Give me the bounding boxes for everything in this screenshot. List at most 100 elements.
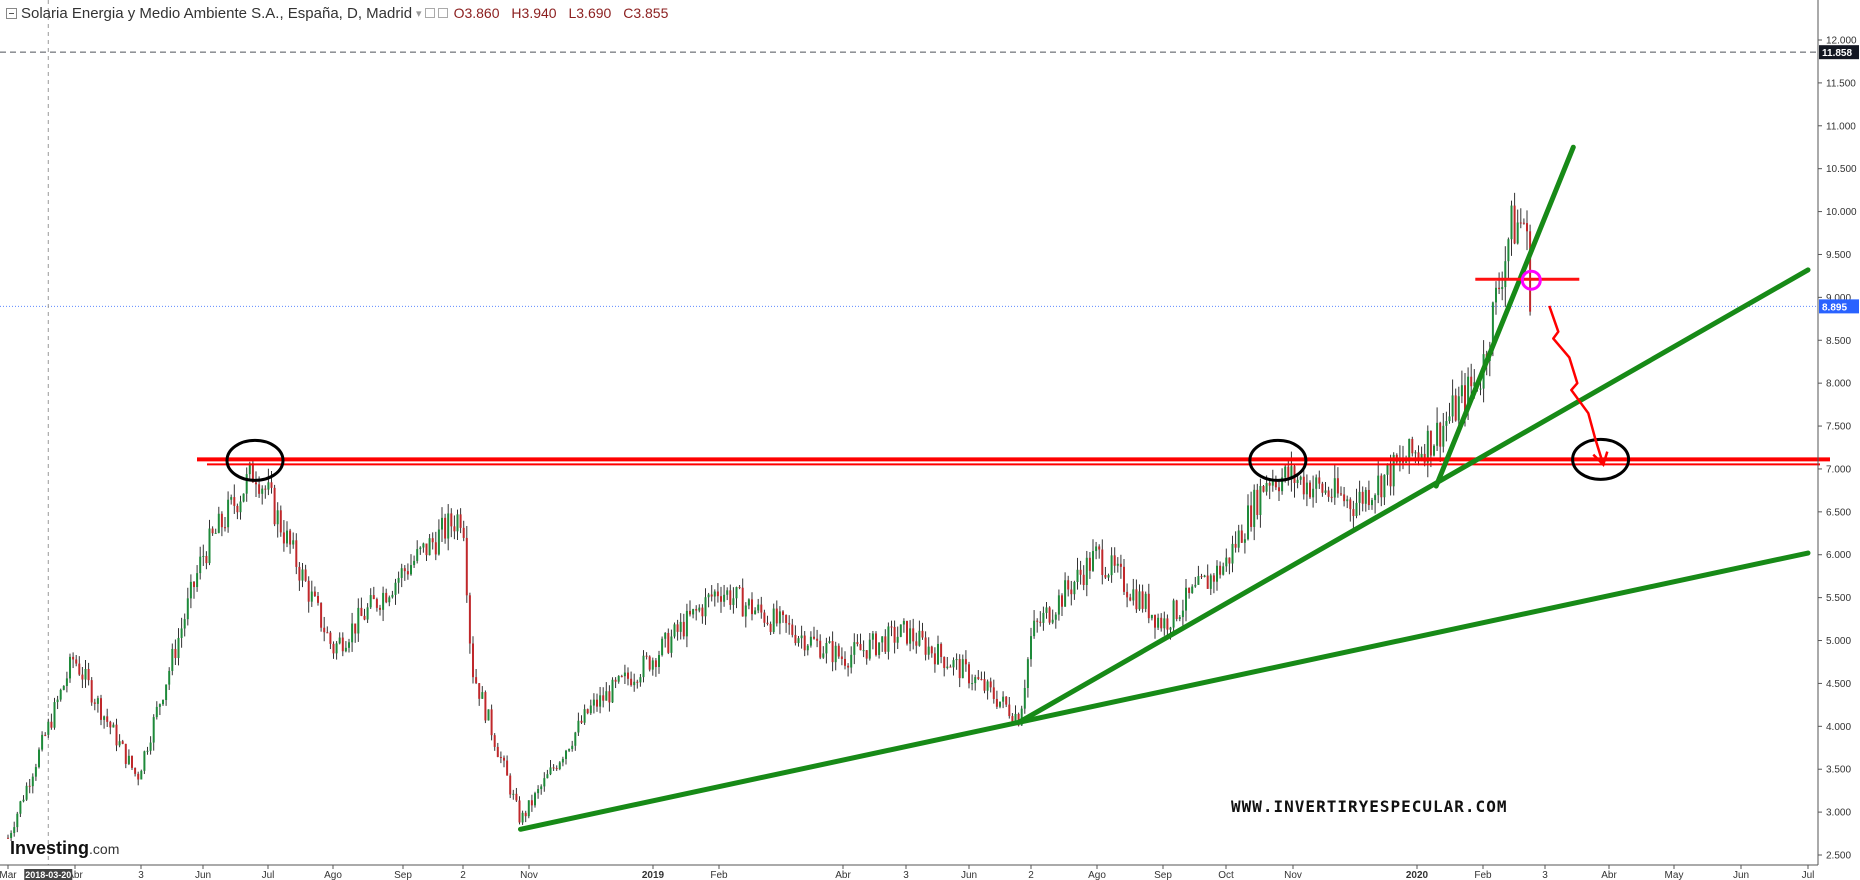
- candle-body: [425, 543, 428, 556]
- time-tick-label: Abr: [67, 870, 83, 880]
- candle-body: [193, 581, 195, 588]
- candle-body: [518, 800, 521, 823]
- candle-body: [152, 717, 155, 743]
- candle-body: [1231, 543, 1234, 564]
- candle-body: [735, 587, 738, 599]
- candle-body: [292, 540, 295, 545]
- settings-icon[interactable]: [437, 8, 448, 18]
- candle-body: [310, 591, 313, 602]
- candle-body: [214, 532, 217, 534]
- candle-body: [1250, 505, 1253, 527]
- candle-body: [1271, 480, 1274, 486]
- candle-body: [44, 734, 47, 736]
- candle-body: [1349, 499, 1352, 510]
- candle-body: [605, 691, 608, 701]
- candle-body: [10, 833, 13, 838]
- candle-body: [1268, 482, 1271, 486]
- candle-body: [459, 514, 462, 528]
- candle-body: [171, 648, 174, 671]
- candle-body: [1067, 580, 1070, 590]
- candle-body: [261, 488, 264, 494]
- candle-body: [242, 493, 245, 502]
- candle-body: [1132, 589, 1135, 601]
- candle-body: [1178, 617, 1181, 619]
- candle-body: [763, 612, 766, 623]
- candle-body: [341, 637, 344, 652]
- candle-body: [732, 598, 735, 605]
- candle-body: [1073, 582, 1076, 595]
- symbol-title: Solaria Energia y Medio Ambiente S.A., E…: [21, 4, 413, 22]
- price-tick-label: 12.000: [1826, 36, 1857, 47]
- candle-body: [1380, 475, 1383, 498]
- candle-body: [543, 778, 546, 787]
- candle-body: [100, 698, 102, 720]
- candle-body: [627, 672, 629, 679]
- candle-body: [769, 623, 772, 632]
- candle-body: [1324, 490, 1327, 493]
- candle-body: [667, 632, 670, 653]
- candle-body: [645, 655, 648, 657]
- price-tick-label: 2.500: [1826, 851, 1851, 862]
- candle-body: [1188, 587, 1191, 593]
- candle-body: [1281, 477, 1284, 492]
- candle-body: [437, 529, 440, 555]
- candle-body: [230, 497, 233, 500]
- candle-body: [1513, 205, 1516, 244]
- candle-body: [695, 609, 698, 611]
- candle-body: [701, 607, 704, 617]
- candle-body: [698, 607, 701, 611]
- candle-body: [1491, 302, 1494, 351]
- candle-body: [875, 633, 877, 655]
- candle-body: [980, 679, 983, 681]
- candle-body: [509, 775, 512, 795]
- candle-body: [989, 681, 992, 688]
- candle-body: [850, 654, 853, 668]
- candle-body: [177, 637, 180, 659]
- candle-body: [1343, 494, 1346, 502]
- candle-body: [1169, 627, 1172, 630]
- chevron-down-icon[interactable]: ▾: [416, 7, 422, 20]
- candle-body: [1104, 575, 1107, 578]
- candle-body: [1371, 500, 1373, 506]
- time-tick-label: May: [1665, 870, 1684, 880]
- candle-body: [1203, 575, 1206, 577]
- breakdown-circle: [1520, 269, 1542, 291]
- candle-body: [1008, 704, 1011, 717]
- candle-body: [357, 607, 360, 634]
- candle-body: [583, 709, 586, 723]
- price-tick-label: 6.000: [1826, 550, 1851, 561]
- price-tick-label: 11.000: [1826, 121, 1856, 132]
- candle-body: [1002, 696, 1005, 702]
- candle-body: [1374, 495, 1377, 501]
- candle-body: [930, 646, 933, 654]
- candle-body: [1126, 591, 1129, 598]
- candle-body: [813, 636, 815, 639]
- candle-body: [34, 767, 37, 777]
- candle-body: [766, 622, 769, 624]
- candle-body: [456, 514, 459, 532]
- candle-body: [1501, 287, 1504, 290]
- candle-body: [865, 650, 868, 659]
- time-tick-label: Jul: [1802, 870, 1815, 880]
- candle-body: [961, 659, 964, 679]
- candle-body: [413, 560, 416, 566]
- candle-body: [1045, 607, 1048, 613]
- candle-body: [1315, 477, 1318, 489]
- candle-body: [602, 695, 605, 701]
- price-tick-label: 7.000: [1826, 464, 1851, 475]
- eye-icon[interactable]: [424, 8, 435, 18]
- candle-body: [571, 745, 574, 750]
- candle-body: [1445, 421, 1448, 426]
- candle-body: [472, 643, 474, 678]
- open-value: O3.860: [454, 5, 500, 21]
- open-number: 3.860: [464, 5, 500, 21]
- candle-body: [1516, 222, 1519, 244]
- candle-body: [844, 658, 846, 666]
- collapse-icon[interactable]: [6, 7, 17, 19]
- candle-body: [887, 626, 890, 652]
- candle-body: [1498, 287, 1501, 290]
- time-tick-label: Feb: [710, 870, 728, 880]
- candle-body: [806, 645, 809, 651]
- candle-body: [180, 628, 183, 638]
